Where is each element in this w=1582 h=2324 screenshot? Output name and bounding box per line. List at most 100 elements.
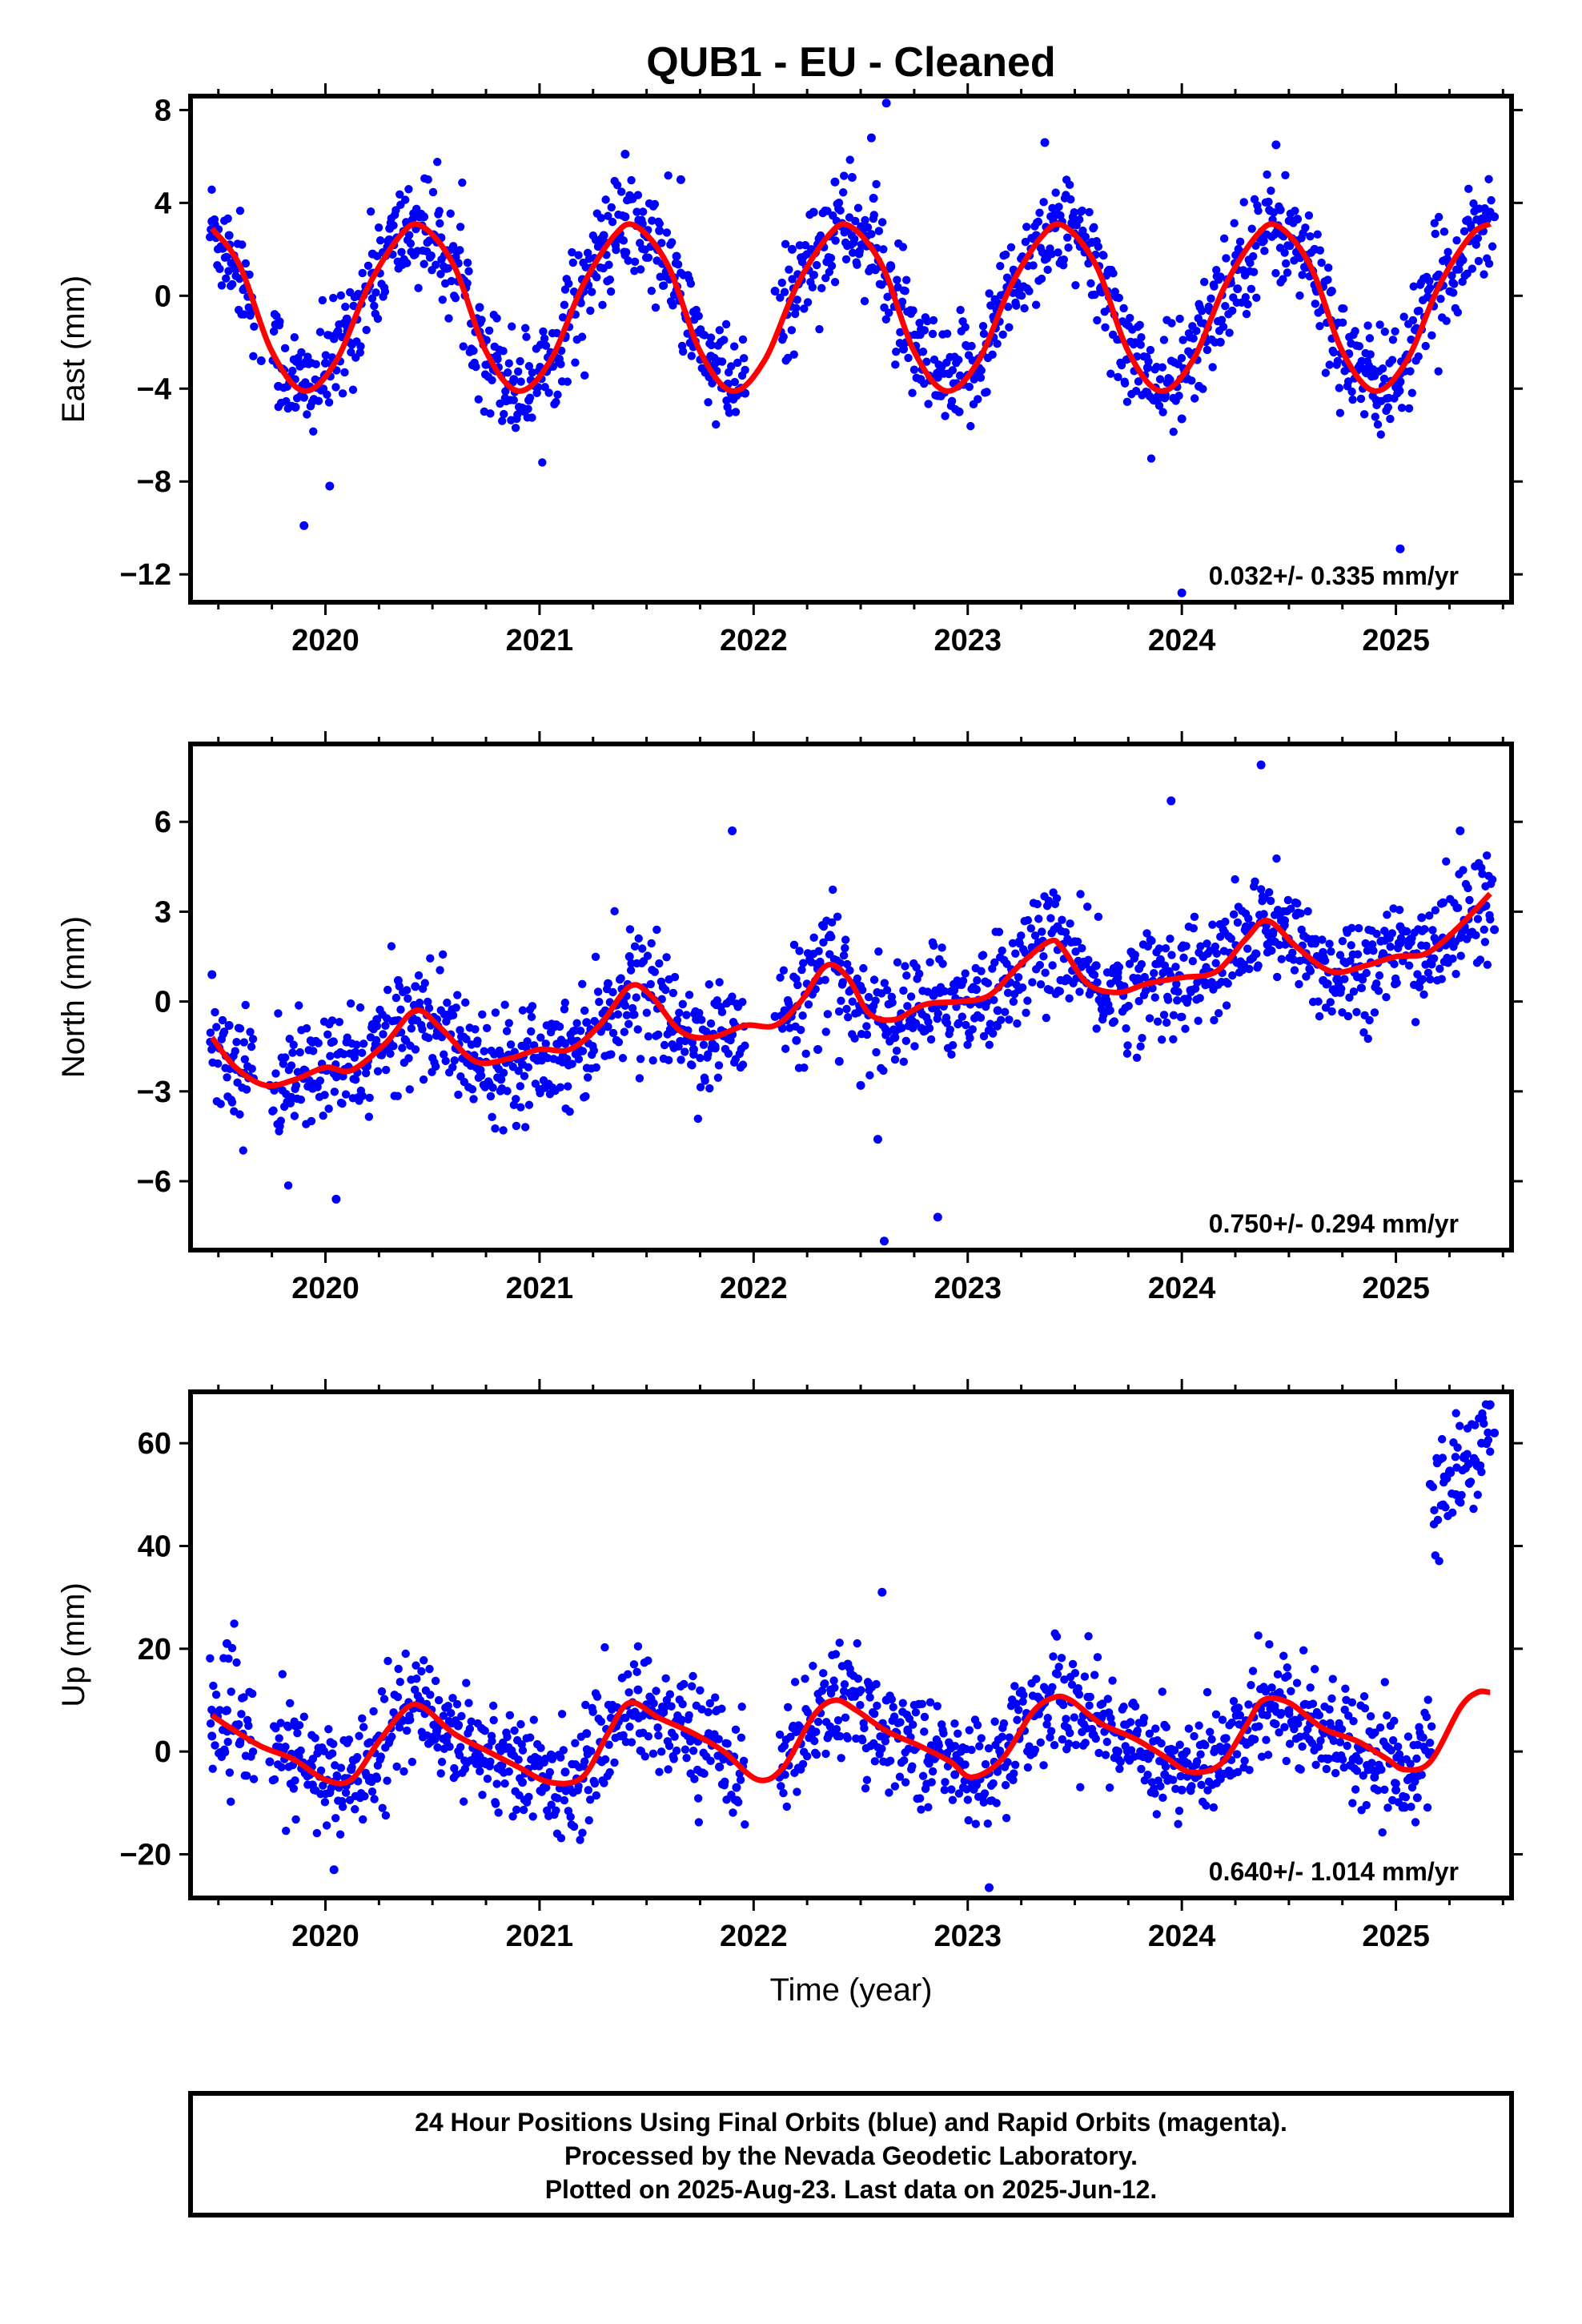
data-point xyxy=(276,1116,285,1125)
x-tick-label: 2023 xyxy=(934,1272,1002,1305)
data-point xyxy=(1044,896,1054,906)
data-point xyxy=(436,1769,445,1778)
data-point xyxy=(1203,939,1211,948)
data-point xyxy=(1443,247,1452,256)
data-point xyxy=(1359,1028,1368,1037)
data-point xyxy=(370,301,379,311)
data-point xyxy=(1452,969,1460,979)
y-tick-label: −20 xyxy=(120,1838,171,1872)
data-point xyxy=(1315,322,1324,331)
data-point xyxy=(1415,306,1423,316)
data-point xyxy=(966,421,975,431)
data-point xyxy=(1199,277,1209,287)
data-point xyxy=(770,287,780,296)
data-point xyxy=(1404,961,1414,970)
data-point xyxy=(1288,948,1297,957)
x-tick-label: 2022 xyxy=(720,624,788,657)
data-point xyxy=(1310,1665,1319,1674)
data-point xyxy=(873,1135,882,1144)
data-point xyxy=(314,1039,323,1047)
data-point xyxy=(1299,1646,1308,1655)
data-point xyxy=(1425,276,1434,286)
data-point xyxy=(516,1719,525,1729)
data-point xyxy=(1360,1704,1370,1713)
data-point xyxy=(1391,1785,1401,1795)
data-point xyxy=(247,1689,257,1699)
data-point xyxy=(1367,1759,1376,1767)
data-point xyxy=(387,942,396,951)
data-point xyxy=(877,1744,886,1753)
data-point xyxy=(928,329,938,339)
data-point xyxy=(696,1083,705,1092)
data-point xyxy=(795,947,804,955)
data-point xyxy=(1064,1739,1074,1748)
data-point xyxy=(1378,1828,1387,1837)
data-point xyxy=(896,1718,905,1727)
data-point xyxy=(488,1083,497,1092)
data-point xyxy=(1456,951,1465,960)
data-point xyxy=(630,942,640,951)
data-point xyxy=(901,275,911,284)
data-point xyxy=(839,951,849,960)
data-point xyxy=(1113,973,1122,983)
data-point xyxy=(990,995,998,1004)
data-point xyxy=(737,1733,746,1743)
data-point xyxy=(504,359,513,368)
data-point xyxy=(664,171,673,180)
data-point xyxy=(1319,975,1328,985)
data-point xyxy=(1196,942,1205,951)
data-point xyxy=(717,1704,726,1713)
data-point xyxy=(928,1767,938,1776)
data-point xyxy=(618,1054,628,1063)
data-point xyxy=(1316,1736,1325,1745)
data-point xyxy=(897,297,907,307)
data-point xyxy=(715,978,724,987)
data-point xyxy=(1372,979,1381,988)
data-point xyxy=(1486,1447,1495,1456)
data-point xyxy=(1283,268,1292,277)
data-point xyxy=(979,329,989,339)
data-point xyxy=(638,207,648,216)
data-point xyxy=(1081,232,1090,241)
data-point xyxy=(1049,1652,1058,1661)
y-axis-label: East (mm) xyxy=(56,275,91,423)
data-point xyxy=(456,1026,464,1035)
data-point xyxy=(904,353,913,363)
data-point xyxy=(1005,1015,1014,1024)
data-point xyxy=(1153,1017,1162,1026)
data-point xyxy=(1054,203,1063,211)
data-point xyxy=(1169,1011,1178,1019)
velocity-label: 0.032+/- 0.335 mm/yr xyxy=(1209,561,1459,590)
data-point xyxy=(1469,199,1478,208)
data-point xyxy=(329,1739,338,1748)
data-point xyxy=(687,352,696,360)
data-point xyxy=(587,1747,596,1755)
data-point xyxy=(458,178,467,187)
data-point xyxy=(962,1020,970,1030)
data-point xyxy=(1094,912,1103,922)
data-point xyxy=(776,293,785,302)
data-point xyxy=(514,1067,523,1076)
data-point xyxy=(901,962,909,971)
data-point xyxy=(256,356,266,365)
data-point xyxy=(360,1791,369,1801)
data-point xyxy=(404,185,413,194)
data-point xyxy=(723,1739,732,1748)
data-point xyxy=(1450,279,1459,288)
data-point xyxy=(1280,248,1289,257)
data-point xyxy=(1347,1698,1357,1707)
data-point xyxy=(1036,979,1046,989)
data-point xyxy=(1034,915,1043,923)
data-point xyxy=(1105,1783,1114,1792)
data-point xyxy=(633,1025,642,1034)
data-point xyxy=(1287,1687,1295,1696)
data-point xyxy=(1035,960,1045,970)
data-point xyxy=(270,1775,279,1784)
data-point xyxy=(651,303,661,312)
data-point xyxy=(1006,243,1016,252)
data-point xyxy=(235,1110,244,1119)
data-point xyxy=(280,1053,290,1062)
data-point xyxy=(231,1047,239,1055)
data-point xyxy=(841,935,850,944)
data-point xyxy=(1485,1400,1495,1409)
